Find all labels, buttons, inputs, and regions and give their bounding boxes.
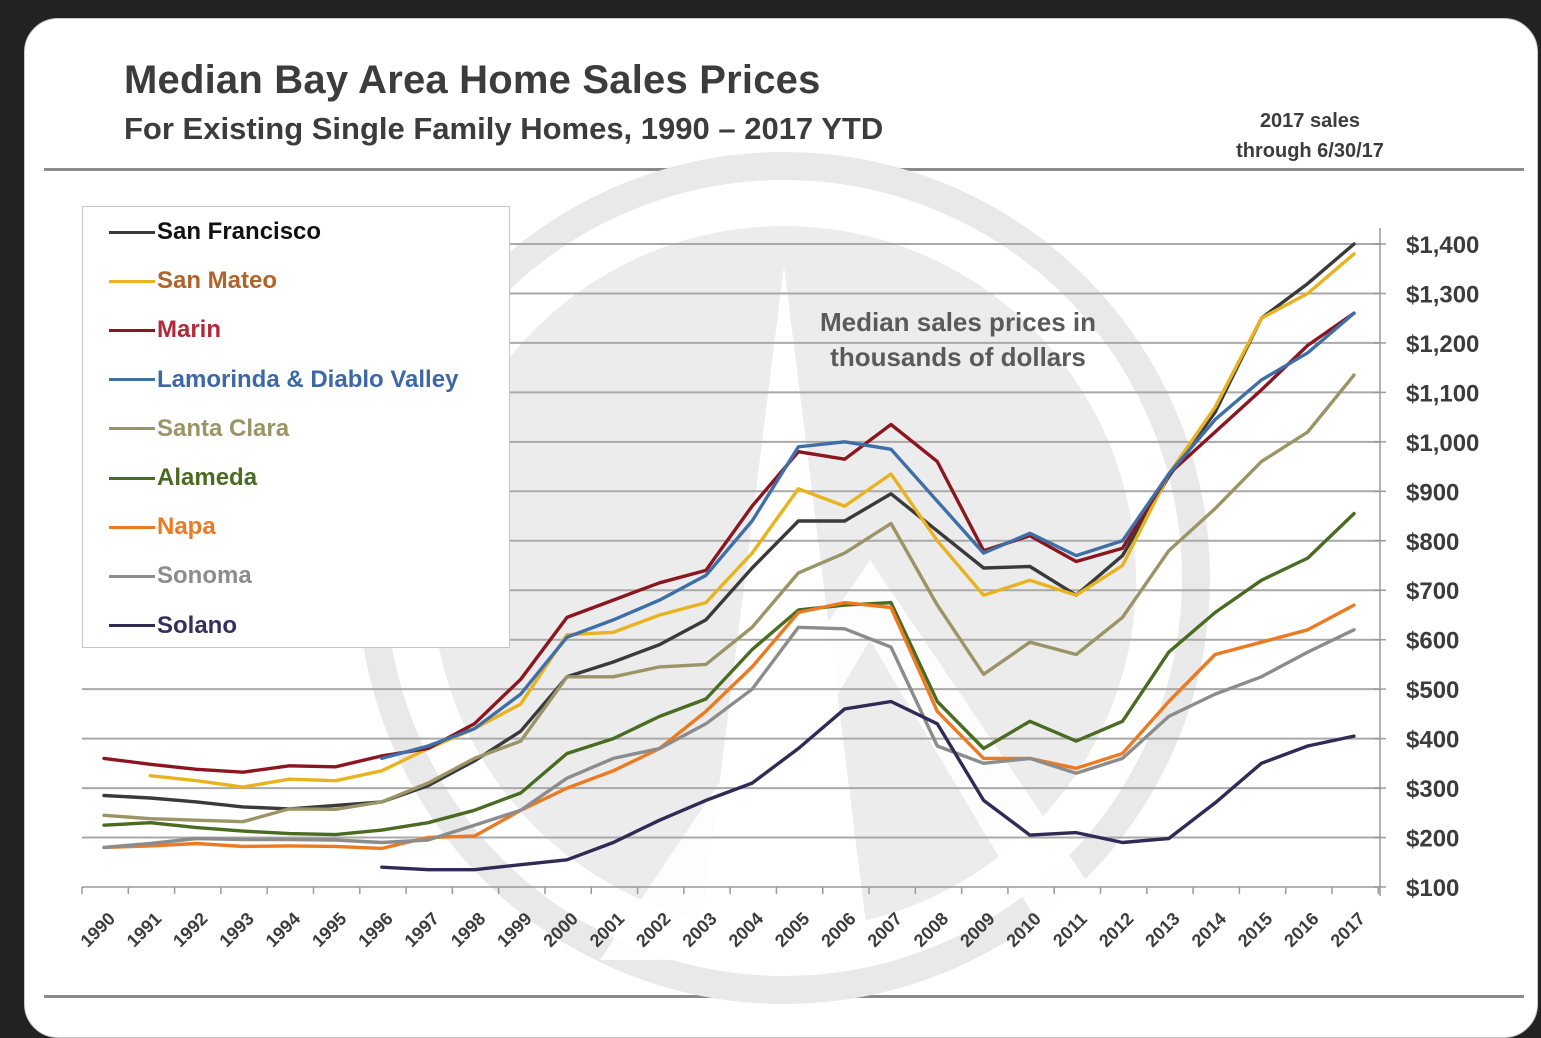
ytd-note-line2: through 6/30/17 [1236,140,1384,162]
legend-label: Sonoma [157,562,252,590]
y-tick-label: $500 [1406,677,1459,704]
legend-label: Santa Clara [157,414,290,442]
series-line-san-mateo [148,252,1356,789]
y-tick-label: $1,400 [1406,232,1479,259]
x-tick-label: 2014 [1188,909,1230,951]
y-tick-label: $200 [1406,826,1459,853]
y-tick-label: $800 [1406,529,1459,556]
legend-swatch [109,279,155,283]
legend-item-santa-clara: Santa Clara [109,414,289,444]
legend-swatch [109,476,155,480]
legend-item-sonoma: Sonoma [109,561,252,591]
y-tick-label: $1,000 [1406,430,1479,457]
legend-item-solano: Solano [109,611,237,641]
legend-label: Napa [157,513,216,541]
x-tick-label: 1996 [354,909,396,951]
y-tick-label: $1,200 [1406,331,1479,358]
series-line-santa-clara [102,373,1356,824]
units-annotation-line1: Median sales prices in [819,307,1096,337]
units-annotation: Median sales prices in thousands of doll… [790,305,1126,375]
legend-swatch [109,624,155,628]
x-tick-label: 1993 [215,909,257,951]
x-tick-label: 1998 [447,909,489,951]
legend-swatch [109,328,155,332]
x-tick-label: 2016 [1280,909,1322,951]
legend-item-san-mateo: San Mateo [109,266,277,296]
y-tick-label: $100 [1406,875,1459,902]
y-tick-label: $400 [1406,727,1459,754]
legend: San Francisco San Mateo Marin Lamorinda & D… [82,206,510,648]
legend-swatch [109,427,155,431]
x-tick-label: 2015 [1234,909,1276,951]
series-line-solano [380,699,1356,872]
legend-label: Marin [157,316,222,344]
chart-title: Median Bay Area Home Sales Prices [124,58,821,102]
legend-label: San Francisco [157,218,322,245]
legend-label: Solano [157,611,238,639]
chart-subtitle: For Existing Single Family Homes, 1990 –… [124,111,884,146]
x-tick-label: 2017 [1327,909,1369,951]
x-tick-label: 1994 [262,909,304,951]
y-tick-label: $600 [1406,628,1459,655]
watermark-arches [600,560,1140,960]
legend-swatch [109,230,155,234]
series-line-alameda [102,511,1356,837]
series-line-napa [102,600,1356,851]
legend-swatch [109,378,155,382]
y-tick-label: $900 [1406,479,1459,506]
legend-item-san-francisco: San Francisco [109,217,321,247]
y-tick-labels: $100 $200 $300 $400 $500 $600 $700 $800 $900 $1,0… [1406,232,1479,902]
series-line-marin [102,311,1356,774]
legend-item-alameda: Alameda [109,463,257,493]
x-tick-label: 2013 [1141,909,1183,951]
legend-item-lamorinda-and-diablo-valley: Lamorinda & Diablo Valley [109,365,458,395]
series-line-sonoma [102,625,1356,850]
y-tick-label: $1,300 [1406,281,1479,308]
x-tick-label: 1992 [169,909,211,951]
legend-item-napa: Napa [109,512,216,542]
y-tick-label: $300 [1406,776,1459,803]
x-tick-label: 1997 [401,909,443,951]
ytd-note-line1: 2017 sales [1259,110,1361,132]
axes [81,228,1386,896]
legend-label: Lamorinda & Diablo Valley [157,365,459,393]
legend-swatch [109,574,155,578]
y-tick-label: $1,100 [1406,380,1479,407]
x-tick-label: 1990 [77,909,119,951]
series-lines [102,242,1356,872]
units-annotation-line2: thousands of dollars [830,342,1086,372]
series-line-lamorinda-and-diablo-valley [380,311,1356,761]
legend-label: Alameda [157,464,258,491]
line-chart: $100 $200 $300 $400 $500 $600 $700 $800 $900 $1,0… [77,152,1479,1004]
x-tick-label: 1991 [123,909,165,951]
ytd-note: 2017 sales through 6/30/17 [1198,106,1422,166]
x-tick-label: 1995 [308,909,350,951]
y-tick-label: $700 [1406,578,1459,605]
legend-label: San Mateo [157,267,278,295]
legend-item-marin: Marin [109,315,221,345]
legend-swatch [109,525,155,529]
